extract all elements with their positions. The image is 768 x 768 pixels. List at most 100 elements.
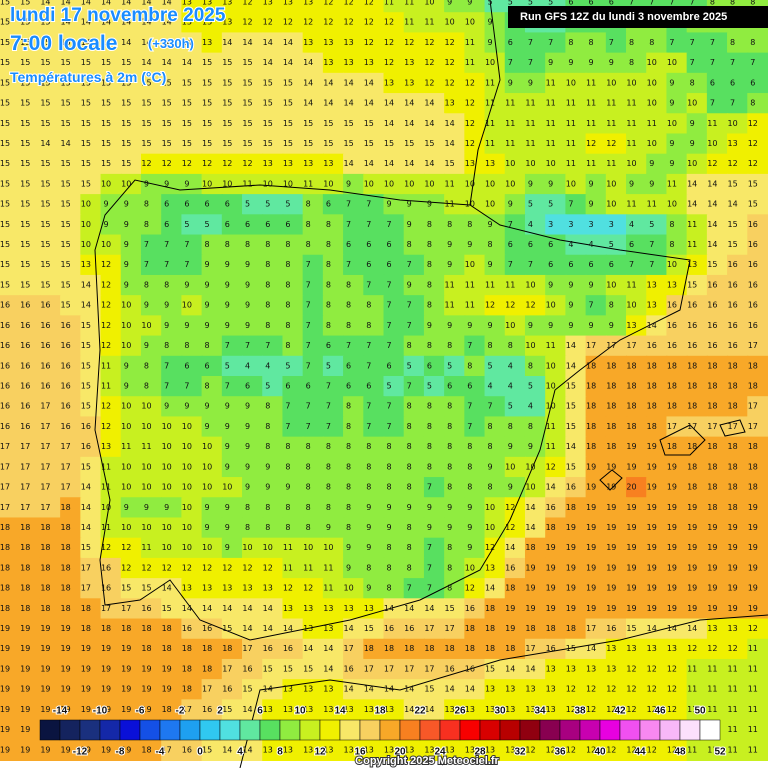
temperature-value: 14	[687, 179, 697, 188]
temperature-value: 19	[546, 604, 556, 613]
temperature-value: 18	[182, 664, 192, 673]
temperature-value: 11	[727, 705, 737, 714]
temperature-cell	[484, 93, 506, 115]
temperature-cell	[605, 335, 628, 357]
temperature-value: 8	[285, 301, 290, 310]
temperature-cell	[181, 335, 203, 357]
temperature-value: 19	[606, 483, 616, 492]
temperature-value: 17	[101, 604, 111, 613]
temperature-cell	[464, 214, 486, 236]
temperature-cell	[242, 32, 264, 54]
temperature-value: 10	[546, 402, 556, 411]
temperature-cell	[423, 234, 446, 256]
temperature-cell	[282, 93, 304, 115]
temperature-cell	[221, 396, 244, 418]
temperature-value: 13	[303, 745, 313, 754]
temperature-value: 17	[748, 341, 758, 350]
temperature-value: 9	[467, 321, 472, 330]
temperature-cell	[585, 214, 607, 236]
temperature-value: 18	[465, 624, 475, 633]
temperature-cell	[0, 0, 21, 14]
temperature-cell	[60, 335, 82, 357]
temperature-value: 16	[222, 685, 232, 694]
temperature-value: 15	[81, 139, 91, 148]
temperature-value: 10	[343, 584, 353, 593]
temperature-cell	[80, 113, 102, 135]
temperature-cell	[423, 214, 446, 236]
temperature-value: 15	[303, 119, 313, 128]
temperature-value: 15	[61, 280, 71, 289]
temperature-cell	[504, 355, 526, 377]
temperature-value: 8	[144, 200, 149, 209]
temperature-value: 8	[407, 442, 412, 451]
temperature-cell	[706, 396, 729, 418]
temperature-cell	[60, 254, 82, 276]
temperature-cell	[343, 396, 365, 418]
temperature-cell	[100, 93, 122, 115]
temperature-value: 7	[528, 58, 533, 67]
temperature-value: 18	[0, 604, 10, 613]
temperature-cell	[100, 355, 122, 377]
temperature-cell	[221, 12, 244, 34]
temperature-value: 15	[445, 604, 455, 613]
temperature-value: 14	[182, 58, 192, 67]
temperature-value: 18	[586, 442, 596, 451]
temperature-cell	[221, 295, 244, 317]
temperature-value: 13	[263, 159, 273, 168]
temperature-value: 15	[40, 179, 50, 188]
temperature-value: 12	[182, 159, 192, 168]
temperature-value: 11	[727, 664, 737, 673]
temperature-value: 19	[81, 644, 91, 653]
temperature-cell	[120, 93, 142, 115]
temperature-cell	[464, 194, 486, 216]
temperature-cell	[626, 173, 648, 196]
temperature-cell	[383, 214, 405, 236]
temperature-value: 19	[687, 584, 697, 593]
temperature-value: 12	[647, 685, 657, 694]
temperature-cell	[80, 194, 102, 216]
temperature-value: 19	[40, 705, 50, 714]
colorbar-label: 52	[714, 747, 726, 758]
temperature-cell	[727, 153, 749, 175]
temperature-value: 12	[303, 18, 313, 27]
temperature-value: 8	[427, 422, 432, 431]
temperature-value: 18	[727, 442, 737, 451]
temperature-value: 9	[568, 58, 573, 67]
temperature-value: 7	[366, 220, 371, 229]
temperature-value: 16	[465, 664, 475, 673]
temperature-value: 9	[225, 402, 230, 411]
temperature-value: 14	[40, 139, 50, 148]
temperature-cell	[585, 173, 607, 196]
temperature-value: 14	[263, 604, 273, 613]
temperature-value: 17	[0, 503, 10, 512]
temperature-value: 9	[245, 301, 250, 310]
temperature-cell	[140, 133, 163, 155]
temperature-cell	[262, 153, 284, 175]
temperature-value: 12	[242, 0, 252, 7]
temperature-value: 10	[222, 179, 232, 188]
temperature-value: 14	[667, 624, 677, 633]
temperature-value: 13	[606, 644, 616, 653]
temperature-value: 19	[687, 503, 697, 512]
temperature-value: 18	[81, 604, 91, 613]
temperature-value: 13	[445, 745, 455, 754]
temperature-value: 15	[162, 604, 172, 613]
temperature-cell	[646, 355, 668, 377]
temperature-cell	[383, 52, 405, 74]
temperature-value: 11	[748, 664, 758, 673]
temperature-value: 16	[0, 341, 10, 350]
temperature-value: 14	[384, 604, 394, 613]
temperature-value: 18	[586, 422, 596, 431]
temperature-value: 19	[0, 644, 10, 653]
temperature-value: 7	[346, 220, 351, 229]
temperature-value: 16	[566, 483, 576, 492]
temperature-value: 14	[687, 624, 697, 633]
temperature-value: 5	[245, 200, 250, 209]
temperature-cell	[302, 72, 324, 95]
temperature-cell	[181, 72, 203, 95]
temperature-value: 13	[404, 745, 414, 754]
temperature-value: 13	[222, 584, 232, 593]
temperature-value: 9	[164, 179, 169, 188]
temperature-value: 17	[748, 402, 758, 411]
